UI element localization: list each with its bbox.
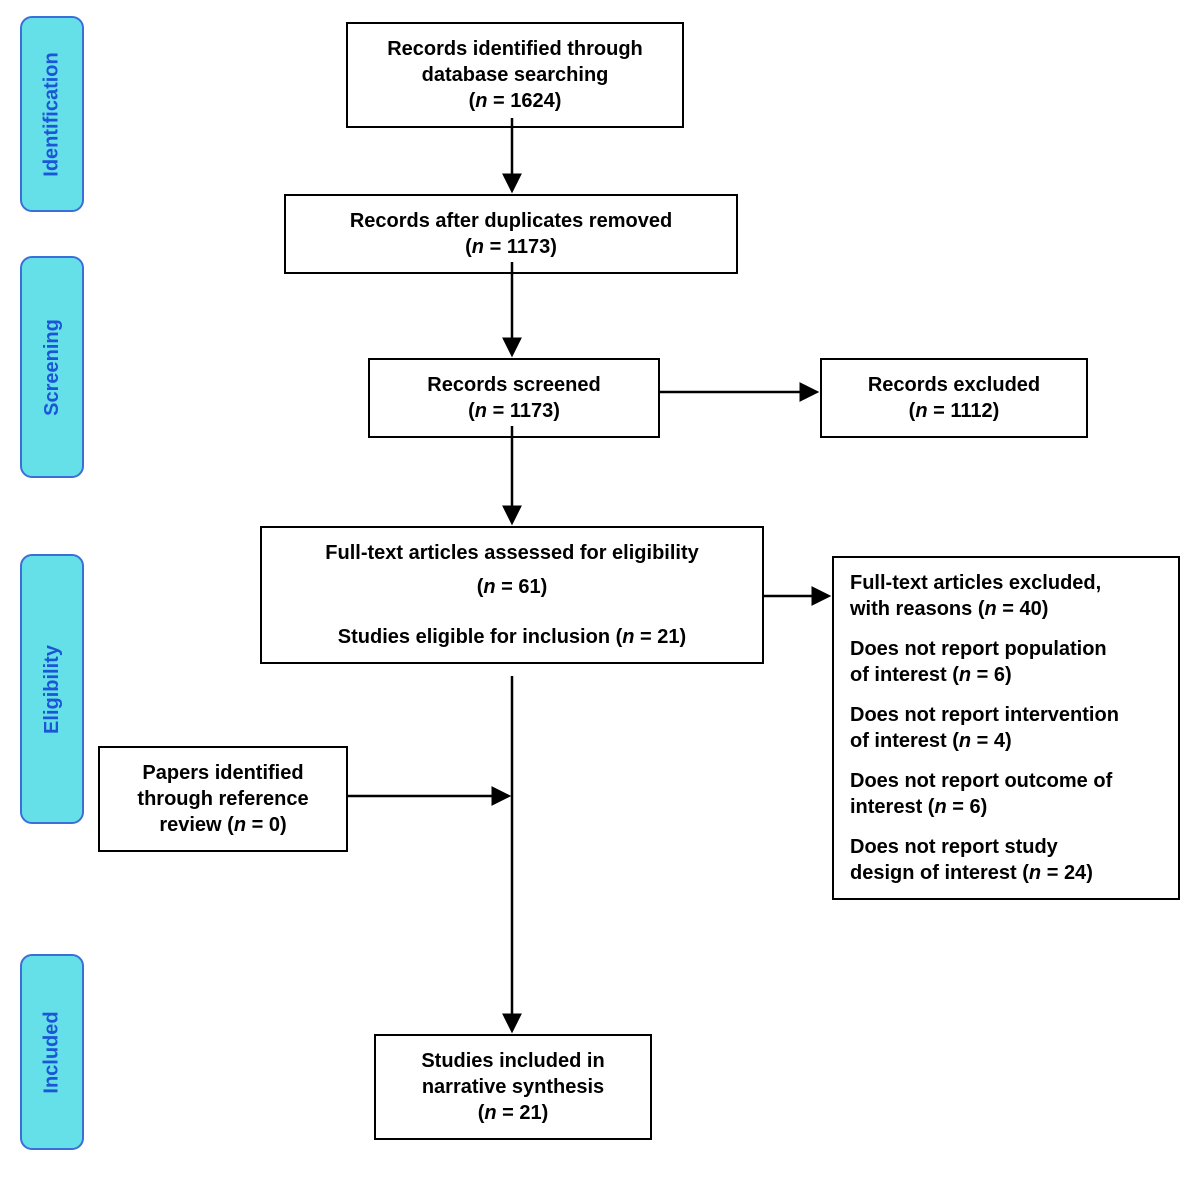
stage-included-label: Included — [41, 1011, 64, 1093]
stage-included: Included — [20, 954, 84, 1150]
stage-identification: Identification — [20, 16, 84, 212]
stage-identification-label: Identification — [41, 52, 64, 176]
node-reference-review: Papers identified through reference revi… — [98, 746, 348, 852]
stage-eligibility-label: Eligibility — [41, 645, 64, 734]
node-records-identified: Records identified through database sear… — [346, 22, 684, 128]
node-records-screened: Records screened (n = 1173) — [368, 358, 660, 438]
node-included: Studies included in narrative synthesis … — [374, 1034, 652, 1140]
node-fulltext-assessed: Full-text articles assessed for eligibil… — [260, 526, 764, 664]
stage-eligibility: Eligibility — [20, 554, 84, 824]
node-records-dedup: Records after duplicates removed (n = 11… — [284, 194, 738, 274]
node-fulltext-excluded: Full-text articles excluded, with reason… — [832, 556, 1180, 900]
node-records-excluded: Records excluded (n = 1112) — [820, 358, 1088, 438]
stage-screening-label: Screening — [41, 319, 64, 416]
stage-screening: Screening — [20, 256, 84, 478]
